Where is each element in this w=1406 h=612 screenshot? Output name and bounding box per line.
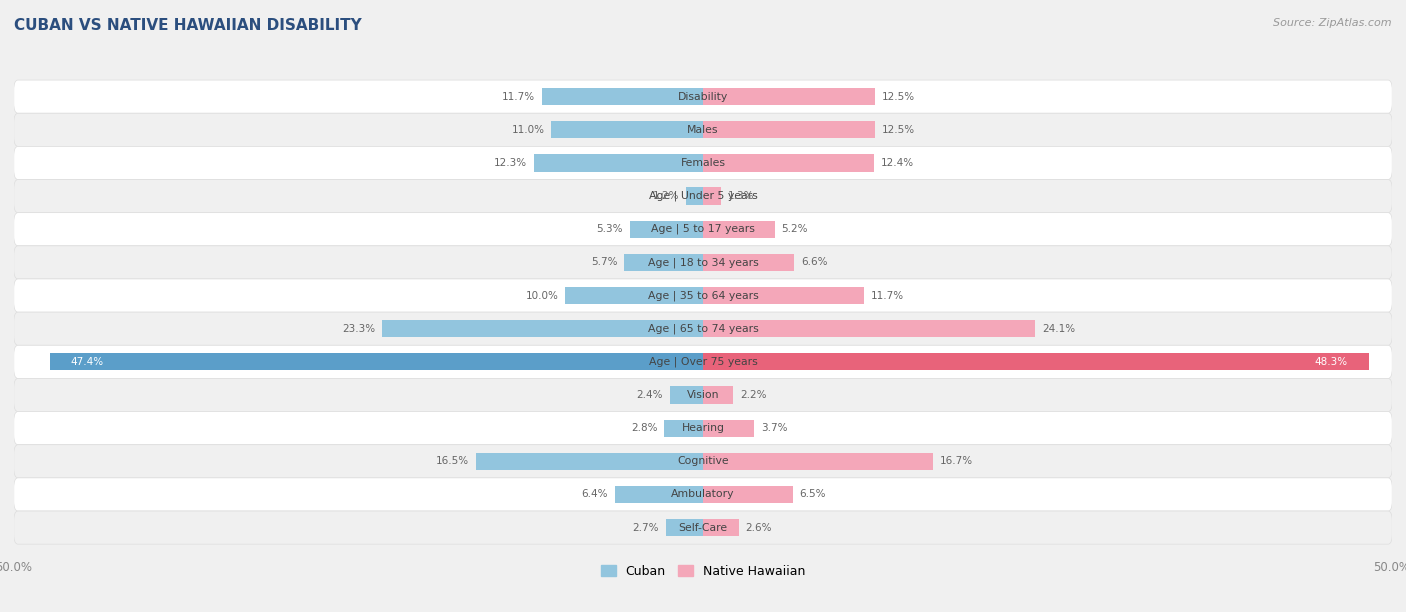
- Text: 2.7%: 2.7%: [633, 523, 659, 532]
- Text: Source: ZipAtlas.com: Source: ZipAtlas.com: [1274, 18, 1392, 28]
- Bar: [624, 254, 703, 271]
- Text: 12.4%: 12.4%: [880, 158, 914, 168]
- Text: 11.7%: 11.7%: [502, 92, 534, 102]
- Text: 47.4%: 47.4%: [70, 357, 104, 367]
- FancyBboxPatch shape: [14, 80, 1392, 113]
- Bar: [703, 220, 775, 238]
- FancyBboxPatch shape: [14, 411, 1392, 445]
- Text: 12.5%: 12.5%: [882, 92, 915, 102]
- Text: 5.7%: 5.7%: [591, 258, 617, 267]
- Bar: [703, 254, 794, 271]
- Text: 24.1%: 24.1%: [1042, 324, 1076, 334]
- Text: Ambulatory: Ambulatory: [671, 490, 735, 499]
- Legend: Cuban, Native Hawaiian: Cuban, Native Hawaiian: [596, 560, 810, 583]
- Text: Disability: Disability: [678, 92, 728, 102]
- Bar: [475, 453, 703, 470]
- FancyBboxPatch shape: [14, 279, 1392, 312]
- Text: 6.6%: 6.6%: [801, 258, 827, 267]
- Text: 2.8%: 2.8%: [631, 423, 658, 433]
- Text: Self-Care: Self-Care: [679, 523, 727, 532]
- Bar: [703, 420, 754, 437]
- Bar: [565, 287, 703, 304]
- Bar: [703, 154, 875, 171]
- Text: Males: Males: [688, 125, 718, 135]
- Bar: [703, 320, 1035, 337]
- Bar: [630, 220, 703, 238]
- Text: Age | 35 to 64 years: Age | 35 to 64 years: [648, 290, 758, 300]
- Text: 5.3%: 5.3%: [596, 224, 623, 234]
- Text: 1.2%: 1.2%: [652, 191, 679, 201]
- Text: 3.7%: 3.7%: [761, 423, 787, 433]
- Text: Cognitive: Cognitive: [678, 457, 728, 466]
- Text: 1.3%: 1.3%: [728, 191, 754, 201]
- Text: 23.3%: 23.3%: [342, 324, 375, 334]
- Text: 2.4%: 2.4%: [637, 390, 664, 400]
- FancyBboxPatch shape: [14, 246, 1392, 279]
- Bar: [703, 453, 934, 470]
- FancyBboxPatch shape: [14, 212, 1392, 246]
- Text: Age | Over 75 years: Age | Over 75 years: [648, 357, 758, 367]
- Text: 6.5%: 6.5%: [800, 490, 825, 499]
- Bar: [686, 187, 703, 204]
- Text: 2.6%: 2.6%: [745, 523, 772, 532]
- Bar: [703, 121, 875, 138]
- Text: Age | Under 5 years: Age | Under 5 years: [648, 191, 758, 201]
- Text: 12.5%: 12.5%: [882, 125, 915, 135]
- Bar: [666, 519, 703, 536]
- Text: CUBAN VS NATIVE HAWAIIAN DISABILITY: CUBAN VS NATIVE HAWAIIAN DISABILITY: [14, 18, 361, 34]
- Bar: [614, 486, 703, 503]
- Bar: [551, 121, 703, 138]
- Bar: [703, 519, 738, 536]
- Bar: [703, 486, 793, 503]
- FancyBboxPatch shape: [14, 345, 1392, 378]
- Text: 6.4%: 6.4%: [582, 490, 607, 499]
- Bar: [703, 386, 734, 404]
- Bar: [665, 420, 703, 437]
- Text: Age | 18 to 34 years: Age | 18 to 34 years: [648, 257, 758, 267]
- Text: Age | 5 to 17 years: Age | 5 to 17 years: [651, 224, 755, 234]
- Bar: [541, 88, 703, 105]
- Bar: [703, 287, 865, 304]
- Bar: [382, 320, 703, 337]
- Text: Vision: Vision: [686, 390, 720, 400]
- Text: Females: Females: [681, 158, 725, 168]
- FancyBboxPatch shape: [14, 113, 1392, 146]
- Bar: [533, 154, 703, 171]
- Text: 2.2%: 2.2%: [740, 390, 766, 400]
- FancyBboxPatch shape: [14, 179, 1392, 212]
- FancyBboxPatch shape: [14, 312, 1392, 345]
- Text: 5.2%: 5.2%: [782, 224, 808, 234]
- Text: 16.5%: 16.5%: [436, 457, 468, 466]
- Text: 11.7%: 11.7%: [872, 291, 904, 300]
- FancyBboxPatch shape: [14, 378, 1392, 411]
- Text: Age | 65 to 74 years: Age | 65 to 74 years: [648, 324, 758, 334]
- Text: Hearing: Hearing: [682, 423, 724, 433]
- FancyBboxPatch shape: [14, 511, 1392, 544]
- Text: 48.3%: 48.3%: [1315, 357, 1348, 367]
- Text: 11.0%: 11.0%: [512, 125, 544, 135]
- Bar: [703, 353, 1368, 370]
- Bar: [669, 386, 703, 404]
- Text: 16.7%: 16.7%: [941, 457, 973, 466]
- Text: 12.3%: 12.3%: [494, 158, 527, 168]
- Text: 10.0%: 10.0%: [526, 291, 558, 300]
- Bar: [703, 187, 721, 204]
- FancyBboxPatch shape: [14, 445, 1392, 478]
- Bar: [49, 353, 703, 370]
- Bar: [703, 88, 875, 105]
- FancyBboxPatch shape: [14, 478, 1392, 511]
- FancyBboxPatch shape: [14, 146, 1392, 179]
